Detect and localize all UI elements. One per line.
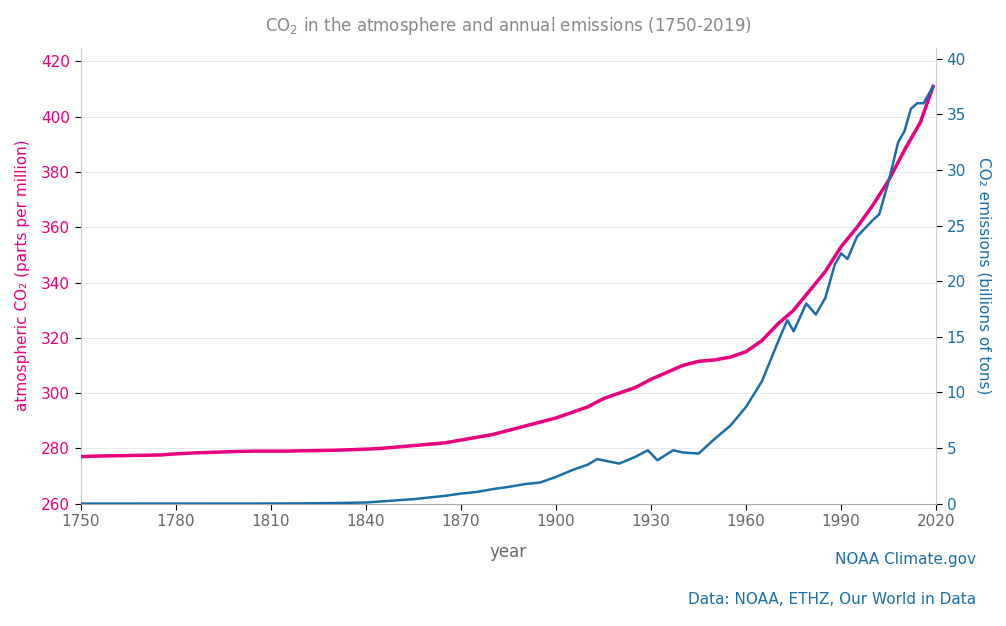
Title: $\mathregular{CO_2}$ in the atmosphere and annual emissions (1750-2019): $\mathregular{CO_2}$ in the atmosphere a… <box>265 15 751 37</box>
Y-axis label: CO₂ emissions (billions of tons): CO₂ emissions (billions of tons) <box>976 157 991 394</box>
Text: Data: NOAA, ETHZ, Our World in Data: Data: NOAA, ETHZ, Our World in Data <box>688 592 976 607</box>
X-axis label: year: year <box>490 543 527 561</box>
Y-axis label: atmospheric CO₂ (parts per million): atmospheric CO₂ (parts per million) <box>15 140 30 411</box>
Text: NOAA Climate.gov: NOAA Climate.gov <box>835 552 976 567</box>
